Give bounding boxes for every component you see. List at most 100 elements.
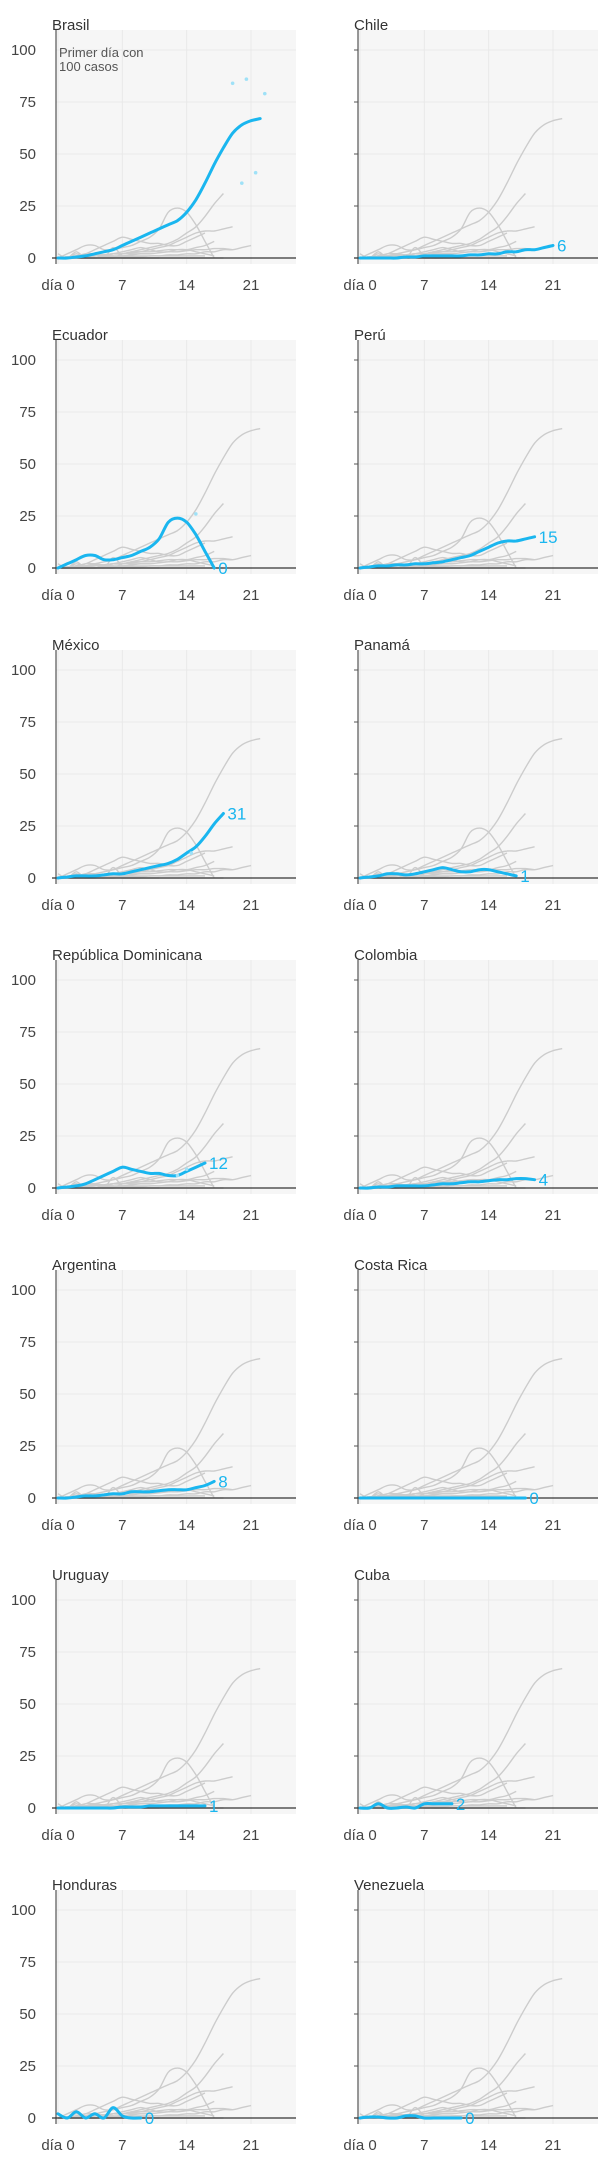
x-tick-label: día 0 [343,277,376,294]
plot-background [56,1890,296,2124]
panel-chart: Perú día 0 7 14 21 15 [343,327,598,604]
panel-costa-rica: Costa Rica día 0 7 14 21 0 [302,1240,603,1550]
panel-chart: México 0 25 50 75 100 día 0 7 14 21 31 [11,637,296,914]
background-series-line [57,562,150,570]
plot-background [56,340,296,574]
y-tick-label: 75 [19,714,36,731]
x-tick-label: 14 [178,587,195,604]
background-series-line [57,872,150,880]
highlight-series-line [56,812,225,880]
y-tick-label: 0 [28,250,36,267]
plot-background [358,340,598,574]
x-tick-label: 21 [545,1827,562,1844]
panel-chart: Costa Rica día 0 7 14 21 0 [343,1257,598,1534]
y-tick-label: 50 [19,1076,36,1093]
x-tick-label: 7 [118,1517,126,1534]
plot-background [56,1580,296,1814]
background-series-line [57,2067,215,2119]
end-value-label: 31 [227,805,246,824]
end-value-label: 0 [465,2109,474,2128]
data-point [244,77,249,81]
panel-title: Chile [354,17,388,34]
background-series-line [57,1472,206,1499]
x-tick-label: 21 [243,587,260,604]
x-tick-label: 14 [480,897,497,914]
x-tick-label: día 0 [41,1517,74,1534]
x-tick-label: 7 [420,1827,428,1844]
x-tick-label: 14 [178,1517,195,1534]
background-series-line [57,1447,215,1499]
background-series-line [359,1162,508,1189]
background-series-line [359,1790,517,1809]
x-tick-label: 14 [178,2137,195,2154]
x-tick-label: 14 [480,587,497,604]
end-value-label: 2 [456,1795,465,1814]
y-tick-label: 75 [19,1954,36,1971]
highlight-series-line [56,1479,216,1500]
end-value-label: 4 [539,1171,548,1190]
background-series-line [359,240,517,259]
background-series-line [359,872,452,880]
y-tick-label: 75 [19,1644,36,1661]
end-value-label: 12 [209,1154,228,1173]
data-point [189,851,194,855]
x-tick-label: 14 [480,1207,497,1224]
y-tick-label: 50 [19,456,36,473]
y-tick-label: 0 [28,870,36,887]
x-tick-label: 7 [420,587,428,604]
y-tick-label: 50 [19,2006,36,2023]
y-tick-label: 25 [19,1748,36,1765]
panel-argentina: Argentina 0 25 50 75 100 día 0 7 14 21 8 [0,1240,301,1550]
x-tick-label: 14 [178,1827,195,1844]
highlight-series-line [56,1161,207,1190]
y-tick-label: 0 [28,1490,36,1507]
x-tick-label: 7 [420,897,428,914]
panel-title: Venezuela [354,1877,425,1894]
plot-background [358,1270,598,1504]
plot-background [56,1270,296,1504]
panel-title: Colombia [354,947,418,964]
y-tick-label: 100 [11,662,36,679]
highlight-series-line [56,117,262,260]
y-tick-label: 75 [19,1024,36,1041]
panel-ecuador: Ecuador 0 25 50 75 100 día 0 7 14 21 0 [0,310,301,620]
panel-chart: Chile día 0 7 14 21 6 [343,17,598,294]
panel-honduras: Honduras 0 25 50 75 100 día 0 7 14 21 0 [0,1860,301,2170]
y-tick-label: 0 [28,1180,36,1197]
highlight-series-line [56,1804,207,1810]
highlight-series-line [358,535,537,570]
panel-title: Honduras [52,1877,117,1894]
plot-background [56,30,296,264]
x-tick-label: 14 [178,1207,195,1224]
annotation-line-2: 100 casos [59,59,119,74]
panel-title: Panamá [354,637,411,654]
annotation-first-day: Primer día con 100 casos [59,45,144,74]
x-tick-label: 21 [243,277,260,294]
y-tick-label: 50 [19,1696,36,1713]
background-series-line [359,1757,517,1809]
data-point [194,512,198,516]
x-tick-label: 21 [243,1827,260,1844]
x-tick-label: 7 [118,2137,126,2154]
x-tick-label: 7 [420,277,428,294]
annotation-line-1: Primer día con [59,45,144,60]
panel-chile: Chile día 0 7 14 21 6 [302,0,603,310]
end-value-label: 0 [145,2109,154,2128]
background-series-line [359,1447,517,1499]
end-value-label: 1 [209,1797,218,1816]
highlight-series-line [358,2114,463,2120]
highlight-series-line [56,516,216,570]
end-value-label: 0 [529,1489,538,1508]
panel-rep-blica-dominicana: República Dominicana 0 25 50 75 100 día 0 7 14 21… [0,930,301,1240]
panel-chart: Argentina 0 25 50 75 100 día 0 7 14 21 8 [11,1257,296,1534]
y-tick-label: 50 [19,1386,36,1403]
plot-background [358,960,598,1194]
panel-title: Uruguay [52,1567,109,1584]
plot-background [358,650,598,884]
y-tick-label: 100 [11,1902,36,1919]
x-tick-label: día 0 [41,1207,74,1224]
data-point [253,170,258,175]
x-tick-label: día 0 [41,1827,74,1844]
x-tick-label: día 0 [343,1207,376,1224]
background-series-line [57,2100,215,2119]
